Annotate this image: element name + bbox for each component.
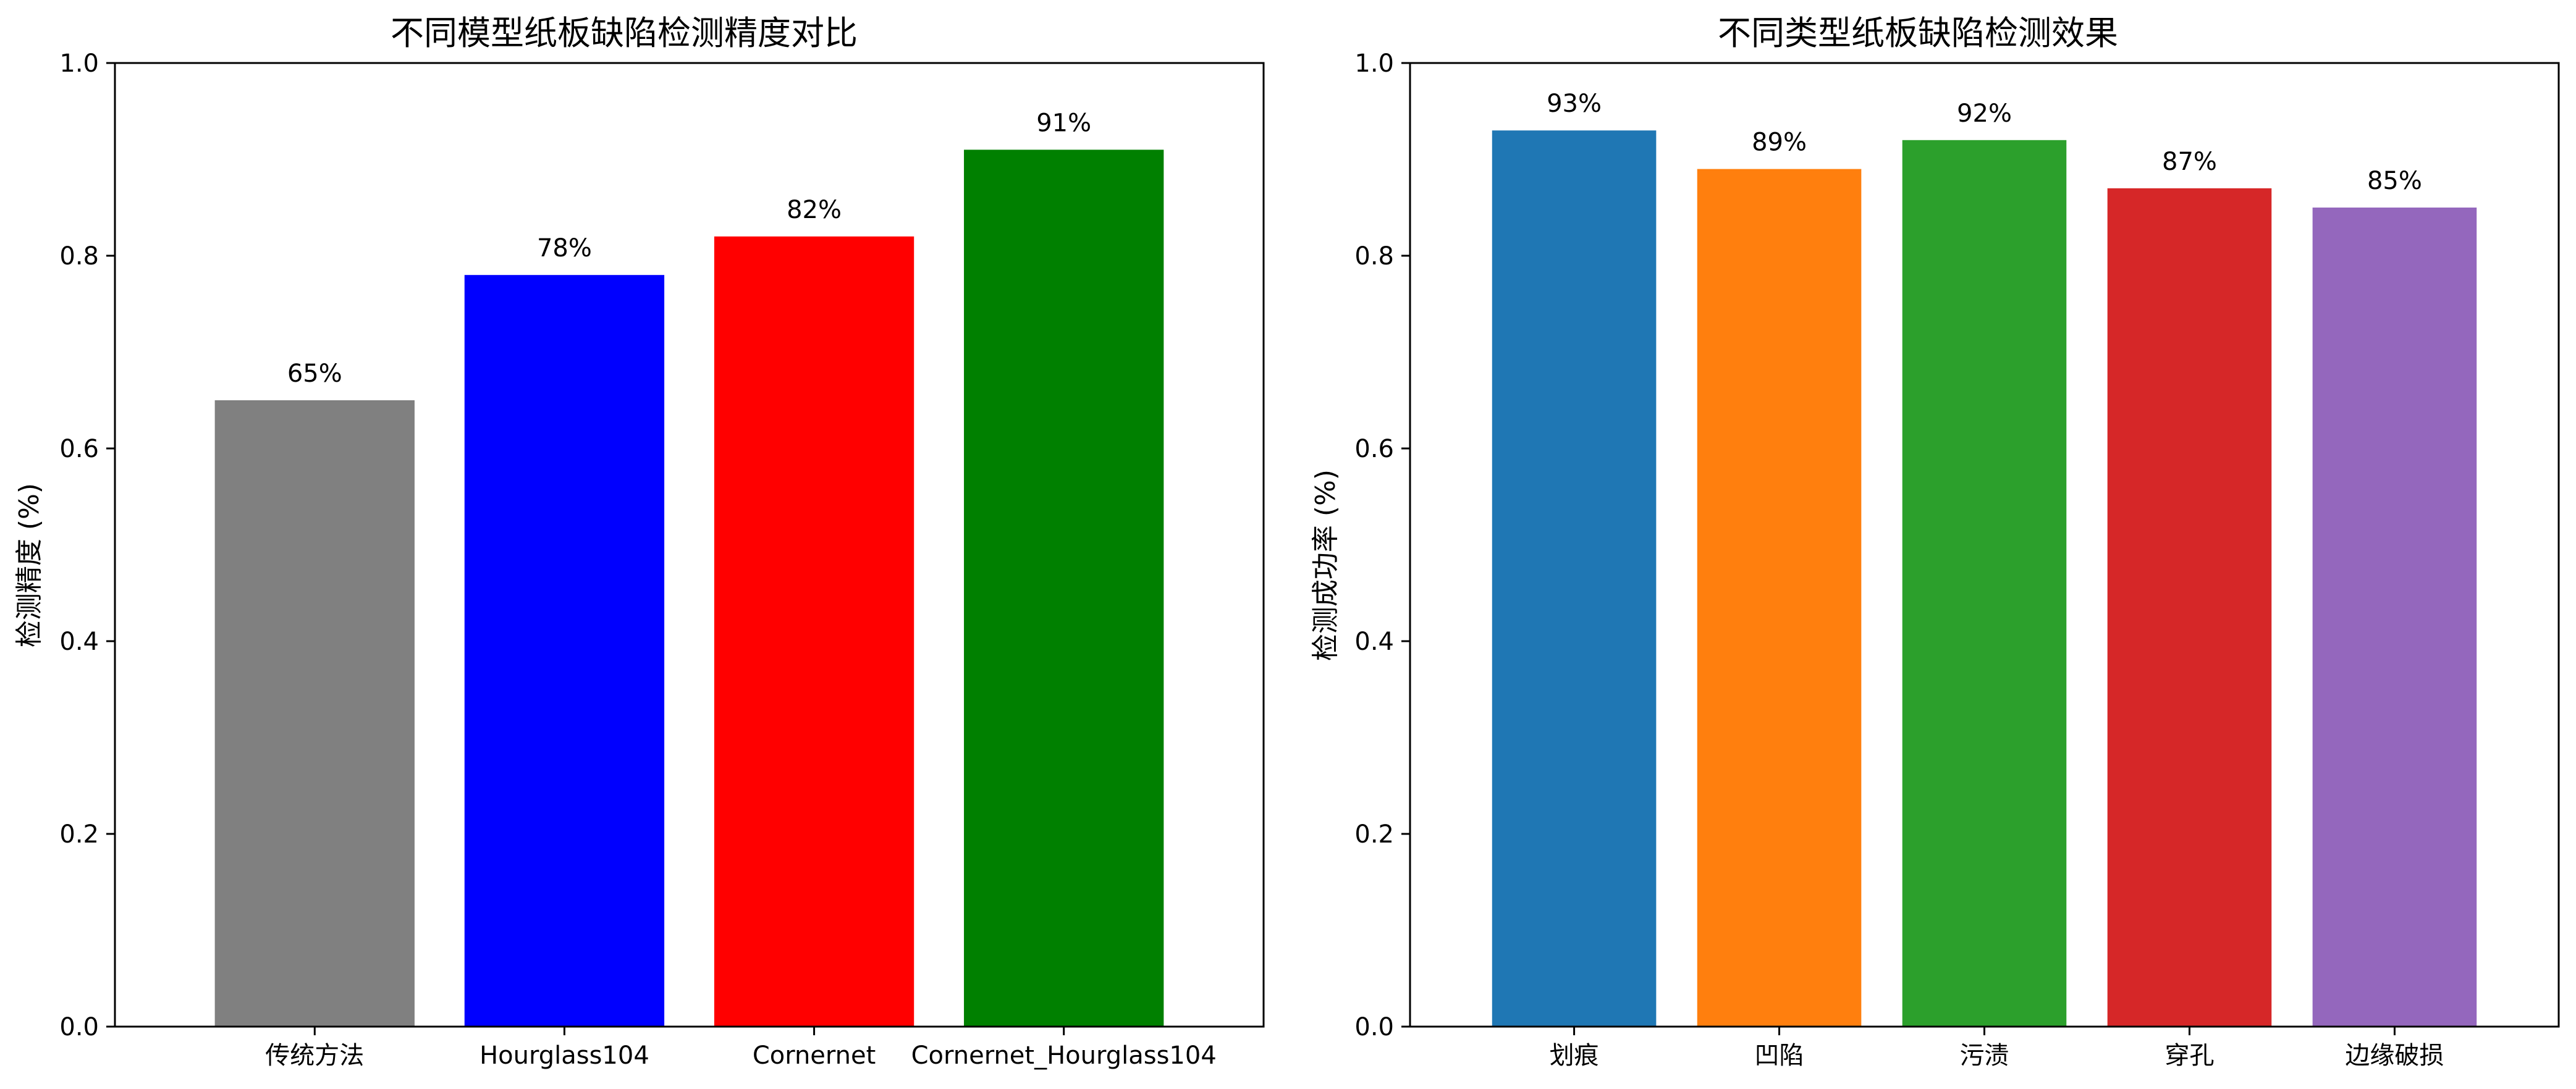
bar-value-label: 93% xyxy=(1547,90,1602,118)
bar xyxy=(214,400,415,1027)
y-axis-label: 检测成功率 (%) xyxy=(1310,469,1341,661)
bar-value-label: 92% xyxy=(1957,99,2012,128)
bar xyxy=(714,236,914,1027)
bar xyxy=(964,149,1164,1027)
y-tick-label: 0.2 xyxy=(59,820,99,849)
x-tick-label: 穿孔 xyxy=(2164,1041,2214,1070)
bar xyxy=(2107,188,2272,1027)
bar-value-label: 82% xyxy=(787,196,842,224)
x-tick-label: 污渍 xyxy=(1960,1041,2009,1070)
chart-defect-type-success: 不同类型纸板缺陷检测效果 检测成功率 (%) 0.0 0.2 0.4 0.6 0.8 1.… xyxy=(1310,14,2560,1070)
plot-frame xyxy=(1409,62,2560,1028)
y-tick-label: 0.8 xyxy=(1354,242,1394,271)
y-tick-label: 0.2 xyxy=(1354,820,1394,849)
plot-frame xyxy=(114,62,1265,1028)
chart-title: 不同模型纸板缺陷检测精度对比 xyxy=(391,14,858,53)
y-tick-label: 0.4 xyxy=(1354,628,1394,656)
bar-value-label: 91% xyxy=(1036,109,1091,137)
bar-value-label: 78% xyxy=(537,234,592,263)
y-tick-label: 1.0 xyxy=(1354,49,1394,78)
bar-value-label: 65% xyxy=(287,359,342,388)
x-tick-label: 凹陷 xyxy=(1755,1041,1804,1070)
bar xyxy=(2312,208,2477,1027)
y-tick-label: 0.0 xyxy=(59,1013,99,1041)
bar-value-label: 85% xyxy=(2367,167,2422,195)
bar xyxy=(1492,130,1657,1027)
x-tick-label: 边缘破损 xyxy=(2345,1041,2444,1070)
y-tick-label: 0.6 xyxy=(59,435,99,463)
bar xyxy=(1902,140,2067,1027)
x-tick-label: 传统方法 xyxy=(265,1041,364,1070)
bar-value-label: 89% xyxy=(1752,128,1807,157)
y-tick-label: 1.0 xyxy=(59,49,99,78)
x-tick-label: Cornernet xyxy=(753,1041,876,1070)
y-tick-label: 0.6 xyxy=(1354,435,1394,463)
bar-value-label: 87% xyxy=(2162,148,2217,176)
bar xyxy=(464,275,665,1027)
chart-title: 不同类型纸板缺陷检测效果 xyxy=(1718,14,2118,53)
x-tick-label: 划痕 xyxy=(1550,1041,1599,1070)
y-tick-label: 0.8 xyxy=(59,242,99,271)
x-tick-label: Cornernet_Hourglass104 xyxy=(911,1041,1217,1070)
y-axis-label: 检测精度 (%) xyxy=(14,483,45,647)
bar xyxy=(1697,169,1862,1027)
x-tick-label: Hourglass104 xyxy=(479,1041,649,1070)
y-tick-label: 0.4 xyxy=(59,628,99,656)
y-tick-label: 0.0 xyxy=(1354,1013,1394,1041)
chart-model-accuracy: 不同模型纸板缺陷检测精度对比 检测精度 (%) 0.0 0.2 0.4 0.6 0.8 1… xyxy=(14,14,1265,1070)
